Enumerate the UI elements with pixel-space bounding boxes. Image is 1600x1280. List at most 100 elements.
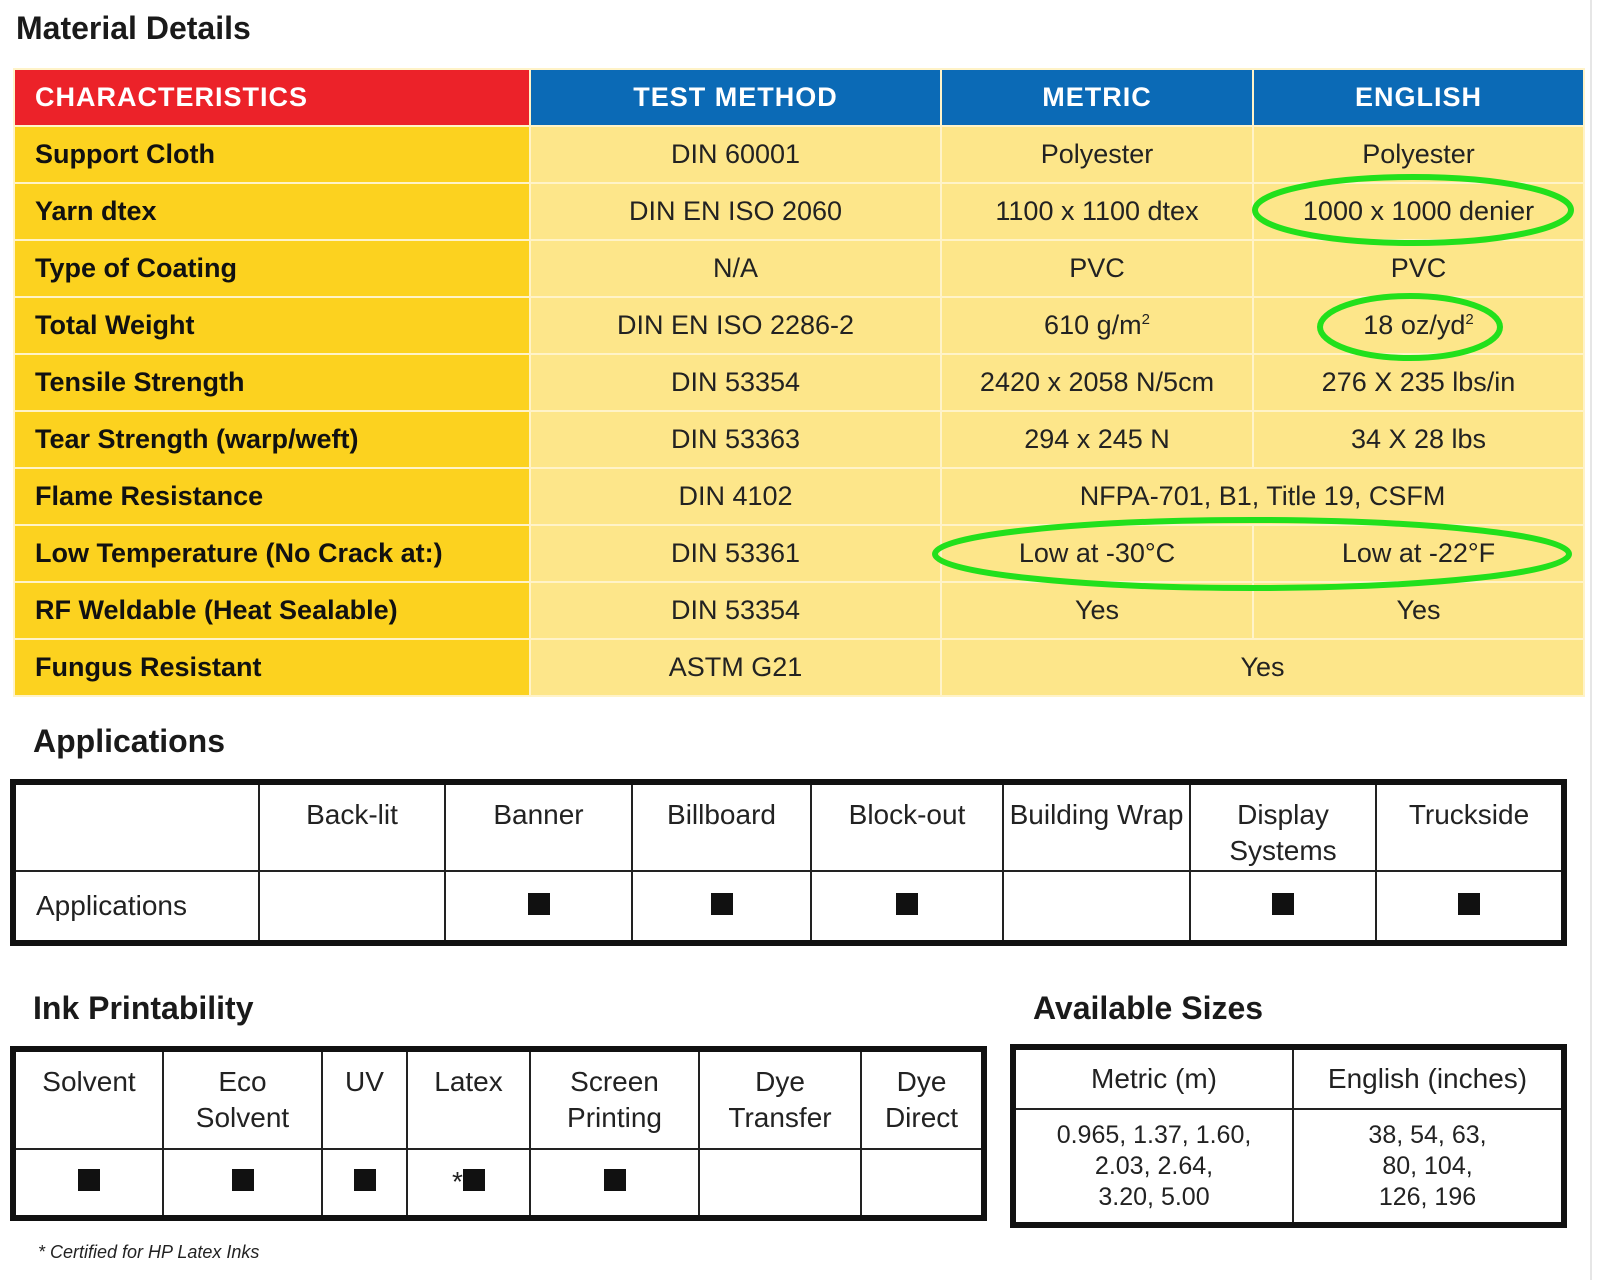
- checked-square-icon: [710, 892, 733, 915]
- header-row: CHARACTERISTICS TEST METHOD METRIC ENGLI…: [13, 68, 1585, 127]
- checked-square-icon: [353, 1169, 376, 1191]
- test-method-cell: DIN 53354: [529, 353, 942, 412]
- page-edge: [1590, 0, 1592, 1280]
- cell-text: Type of Coating: [35, 253, 237, 283]
- header-test-method: TEST METHOD: [529, 68, 942, 127]
- application-column-header: Billboard: [631, 781, 812, 872]
- ink-column-header: Dye Direct: [860, 1048, 985, 1150]
- metric-sizes: 0.965, 1.37, 1.60, 2.03, 2.64, 3.20, 5.00: [1012, 1108, 1294, 1226]
- metric-value-cell: 610 g/m2: [940, 296, 1254, 355]
- cell-text: DIN EN ISO 2060: [628, 196, 843, 226]
- english-sizes: 38, 54, 63, 80, 104, 126, 196: [1292, 1108, 1565, 1226]
- cell-text: PVC: [1069, 253, 1125, 283]
- cell-text: Total Weight: [35, 310, 195, 340]
- cell-text: ASTM G21: [668, 652, 803, 682]
- cell-text: 2420 x 2058 N/5cm: [979, 367, 1215, 397]
- cell-text: DIN 60001: [670, 139, 801, 169]
- metric-line: 0.965, 1.37, 1.60,: [1056, 1120, 1252, 1149]
- header-metric-m: Metric (m): [1012, 1046, 1294, 1110]
- characteristic-cell: Tear Strength (warp/weft): [13, 410, 531, 469]
- cell-text: 610 g/m: [1044, 310, 1142, 340]
- ink-cell: [162, 1148, 323, 1219]
- application-cell: [258, 870, 446, 944]
- superscript: 2: [1465, 311, 1474, 328]
- english-value-cell: Yes: [1252, 581, 1585, 640]
- checked-square-icon: [1458, 892, 1480, 915]
- ink-cell: [12, 1148, 164, 1219]
- ink-column-header: Solvent: [12, 1048, 164, 1150]
- characteristic-cell: Tensile Strength: [13, 353, 531, 412]
- ink-column-header: Screen Printing: [529, 1048, 700, 1150]
- english-value-cell: Polyester: [1252, 125, 1585, 184]
- table-row: Low Temperature (No Crack at:) DIN 53361 L…: [13, 524, 1585, 583]
- superscript: 2: [1141, 311, 1150, 328]
- cell-text: DIN EN ISO 2286-2: [616, 310, 855, 340]
- ink-cell: [529, 1148, 700, 1219]
- cell-text: DIN 4102: [678, 481, 793, 511]
- metric-value-cell: PVC: [940, 239, 1254, 298]
- cell-text: Low at -30°C: [1018, 538, 1176, 568]
- table-row: Yarn dtex DIN EN ISO 2060 1100 x 1100 dtex…: [13, 182, 1585, 241]
- application-cell: [1375, 870, 1565, 944]
- characteristic-cell: Yarn dtex: [13, 182, 531, 241]
- metric-value-cell: Low at -30°C: [940, 524, 1254, 583]
- application-column-header: Block-out: [810, 781, 1004, 872]
- metric-value-cell: NFPA-701, B1, Title 19, CSFM: [940, 467, 1585, 526]
- row-label: Applications: [12, 870, 260, 944]
- ink-printability-heading: Ink Printability: [33, 990, 254, 1026]
- cell-text: Low at -22°F: [1341, 538, 1496, 568]
- cell-text: 1100 x 1100 dtex: [995, 196, 1199, 226]
- characteristic-cell: Fungus Resistant: [13, 638, 531, 697]
- cell-text: Yes: [1074, 595, 1120, 625]
- english-value-cell: 276 X 235 lbs/in: [1252, 353, 1585, 412]
- cell-text: Tensile Strength: [35, 367, 245, 397]
- characteristic-cell: Flame Resistance: [13, 467, 531, 526]
- ink-column-header: Dye Transfer: [698, 1048, 862, 1150]
- application-column-header: Back-lit: [258, 781, 446, 872]
- application-column-header: Building Wrap: [1002, 781, 1191, 872]
- application-cell: [631, 870, 812, 944]
- application-cell: [1002, 870, 1191, 944]
- checked-square-icon: [462, 1169, 485, 1191]
- cell-text: N/A: [712, 253, 758, 283]
- cell-text: Polyester: [1362, 139, 1475, 169]
- characteristic-cell: RF Weldable (Heat Sealable): [13, 581, 531, 640]
- test-method-cell: DIN 53363: [529, 410, 942, 469]
- cell-text: DIN 53354: [670, 367, 801, 397]
- cell-text: Yes: [1396, 595, 1441, 625]
- ink-cell: [321, 1148, 408, 1219]
- english-line: 80, 104,: [1382, 1151, 1473, 1180]
- test-method-cell: DIN EN ISO 2060: [529, 182, 942, 241]
- test-method-cell: DIN EN ISO 2286-2: [529, 296, 942, 355]
- cell-text: DIN 53363: [670, 424, 801, 454]
- application-column-header: Banner: [444, 781, 633, 872]
- cell-text: 18 oz/yd: [1363, 310, 1466, 340]
- application-cell: [1189, 870, 1377, 944]
- footnote: * Certified for HP Latex Inks: [38, 1242, 260, 1262]
- table-row: Type of Coating N/A PVC PVC: [13, 239, 1585, 298]
- ink-column-header: UV: [321, 1048, 408, 1150]
- checked-square-icon: [603, 1169, 626, 1191]
- cell-text: Tear Strength (warp/weft): [35, 424, 359, 454]
- characteristic-cell: Type of Coating: [13, 239, 531, 298]
- metric-value-cell: Polyester: [940, 125, 1254, 184]
- header-english: ENGLISH: [1252, 68, 1585, 127]
- cell-text: DIN 53354: [670, 595, 801, 625]
- ink-cell: *: [406, 1148, 531, 1219]
- cell-text: Fungus Resistant: [35, 652, 262, 682]
- english-value-cell: Low at -22°F: [1252, 524, 1585, 583]
- metric-line: 2.03, 2.64,: [1094, 1151, 1214, 1180]
- english-value-cell: PVC: [1252, 239, 1585, 298]
- cell-text: Yes: [1240, 652, 1285, 682]
- table-row: Tear Strength (warp/weft) DIN 53363 294 x …: [13, 410, 1585, 469]
- characteristic-cell: Low Temperature (No Crack at:): [13, 524, 531, 583]
- checked-square-icon: [527, 892, 550, 915]
- test-method-cell: DIN 60001: [529, 125, 942, 184]
- application-cell: [444, 870, 633, 944]
- available-sizes-table: Metric (m) English (inches) 0.965, 1.37, …: [1010, 1044, 1567, 1228]
- header-english-inches: English (inches): [1292, 1046, 1565, 1110]
- available-sizes-heading: Available Sizes: [1033, 990, 1264, 1026]
- metric-line: 3.20, 5.00: [1098, 1182, 1210, 1211]
- ink-column-header: Latex: [406, 1048, 531, 1150]
- application-column-header: Truckside: [1375, 781, 1565, 872]
